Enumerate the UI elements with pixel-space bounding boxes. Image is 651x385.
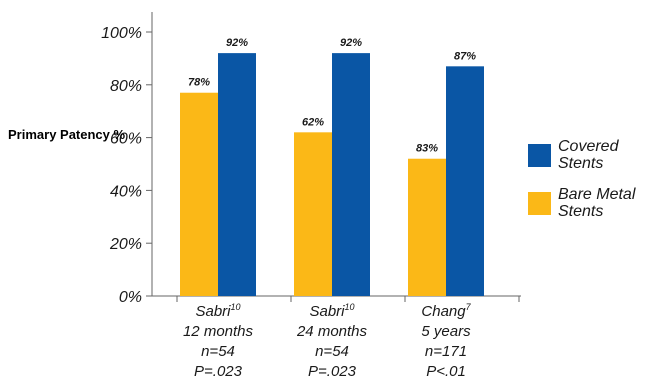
x-category-line: 5 years [421, 323, 471, 340]
y-tick-label: 80% [110, 78, 142, 95]
x-category-title: Sabri10 [195, 302, 240, 320]
legend-label-bare-metal-line1: Bare Metal [558, 186, 636, 203]
bars: 78% 92% 62% 92% 83% 87% [180, 37, 484, 297]
x-category-line: n=171 [425, 343, 467, 360]
x-category-line: 24 months [296, 323, 368, 340]
legend-swatch-covered [528, 144, 551, 167]
bar-covered [218, 53, 256, 297]
y-ticks: 0% 20% 40% 60% 80% 100% [101, 25, 152, 306]
bar-data-label: 92% [340, 37, 362, 49]
legend-label-bare-metal-line2: Stents [558, 203, 604, 220]
y-tick-label: 100% [101, 25, 142, 42]
x-category-title: Chang7 [421, 302, 471, 320]
x-category-labels: Sabri10 12 months n=54 P=.023 Sabri10 24 mont… [176, 296, 520, 380]
x-category-line: n=54 [201, 343, 235, 360]
bar-data-label: 83% [416, 143, 438, 155]
bar-covered [332, 53, 370, 297]
legend-label-bare-metal: Bare Metal Stents [558, 186, 651, 220]
x-category-line: P<.01 [426, 363, 466, 380]
x-category-title: Sabri10 [309, 302, 354, 320]
x-category-line: 12 months [183, 323, 254, 340]
bar-bare-metal [408, 158, 446, 296]
bar-covered [446, 66, 484, 296]
x-category-line: n=54 [315, 343, 349, 360]
legend-swatch-bare-metal [528, 192, 551, 215]
legend-label-covered-line1: Covered [558, 138, 619, 155]
bar-data-label: 78% [188, 77, 210, 89]
bar-data-label: 92% [226, 37, 248, 49]
y-tick-label: 60% [110, 131, 142, 148]
x-category-line: P=.023 [308, 363, 357, 380]
y-tick-label: 20% [109, 236, 142, 253]
y-tick-label: 40% [110, 183, 142, 200]
y-tick-label: 0% [119, 289, 142, 306]
legend-label-covered-line2: Stents [558, 155, 604, 172]
x-category-line: P=.023 [194, 363, 243, 380]
legend-label-covered: Covered Stents [558, 138, 651, 172]
y-axis-label: Primary Patency % [8, 127, 126, 142]
bar-bare-metal [180, 92, 218, 296]
bar-bare-metal [294, 132, 332, 296]
bar-data-label: 87% [454, 50, 476, 62]
bar-data-label: 62% [302, 116, 324, 128]
